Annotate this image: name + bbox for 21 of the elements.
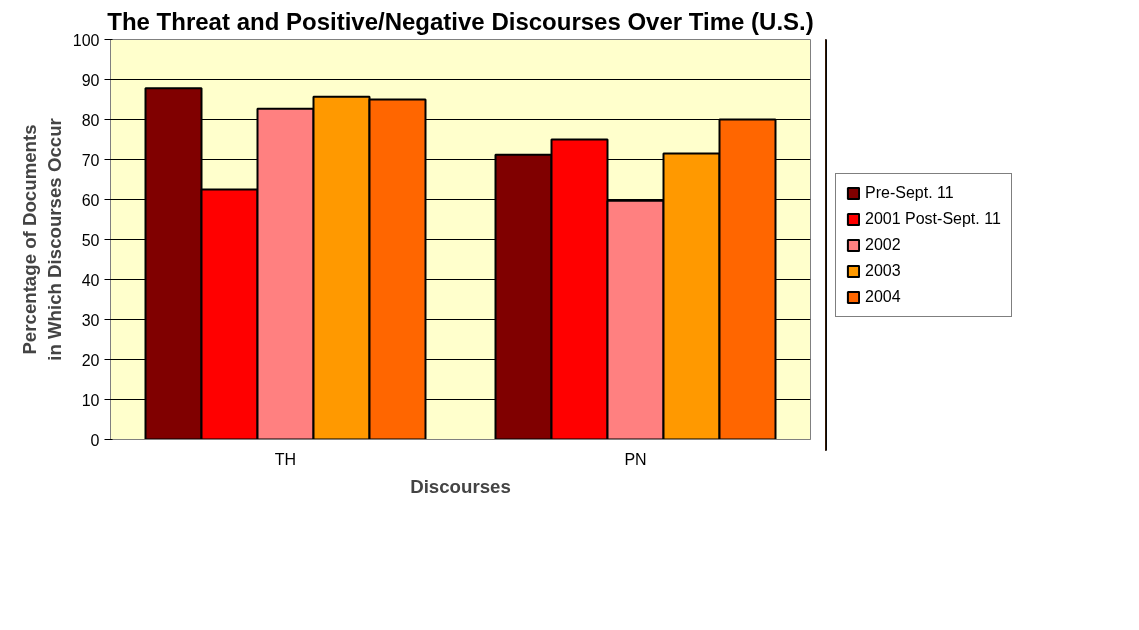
legend-label: 2003 [865, 261, 901, 280]
y-tick-label: 70 [81, 151, 100, 169]
x-tick-label: TH [274, 450, 297, 468]
y-tick-label: 10 [81, 391, 100, 409]
y-tick-label: 40 [81, 271, 100, 289]
y-tick-label: 90 [81, 71, 100, 89]
y-tick-label: 20 [81, 351, 100, 369]
x-axis-title: Discourses [410, 475, 511, 497]
y-tick-label: 100 [72, 31, 100, 49]
y-tick-label: 30 [81, 311, 100, 329]
y-axis-title: Percentage of Documents in Which Discourses Occur [18, 118, 65, 361]
legend-label: 2004 [865, 287, 901, 306]
legend-label: 2002 [865, 235, 901, 254]
y-tick-label: 80 [81, 111, 100, 129]
y-tick-label: 0 [90, 431, 100, 449]
chart-title: The Threat and Positive/Negative Discourses Over Time (U.S.) [107, 7, 814, 35]
y-tick-label: 50 [81, 231, 100, 249]
legend-label: Pre-Sept. 11 [865, 183, 954, 202]
legend-label: 2001 Post-Sept. 11 [865, 209, 1001, 228]
y-tick-label: 60 [81, 191, 100, 209]
x-tick-label: PN [624, 450, 647, 468]
